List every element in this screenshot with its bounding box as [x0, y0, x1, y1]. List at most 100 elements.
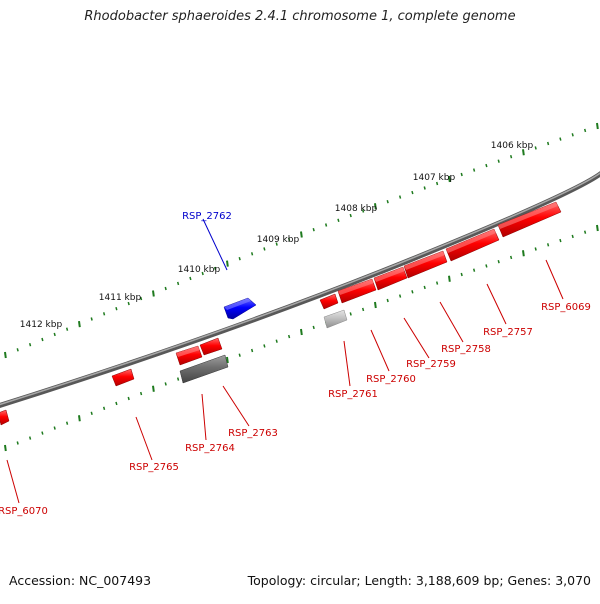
- lower-scale-minor-tick: [559, 238, 562, 243]
- chromosome-backbone: [0, 171, 600, 409]
- gene-RSP_2758[interactable]: [403, 250, 448, 279]
- scale-label-1412: 1412 kbp: [20, 320, 63, 330]
- upper-scale-minor-tick: [90, 317, 93, 321]
- gene-RSP_2761-lower[interactable]: [323, 309, 348, 329]
- upper-scale-major-tick: [226, 260, 229, 267]
- gene-RSP_2762[interactable]: [223, 297, 257, 320]
- chromosome-backbone-highlight: [0, 172, 600, 406]
- accession-text: Accession: NC_007493: [9, 573, 152, 588]
- lower-scale-major-tick: [78, 415, 81, 422]
- gene-RSP_2765[interactable]: [111, 368, 135, 387]
- scale-label-1411: 1411 kbp: [99, 293, 142, 303]
- lower-scale-minor-tick: [460, 272, 463, 277]
- upper-scale-minor-tick: [546, 141, 550, 146]
- upper-scale-minor-tick: [115, 307, 118, 311]
- lower-scale-minor-tick: [398, 294, 402, 298]
- scale-label-1406: 1406 kbp: [491, 141, 534, 151]
- gene-label-RSP_2763[interactable]: RSP_2763: [228, 428, 278, 439]
- upper-scale-minor-tick: [287, 237, 291, 241]
- upper-scale-minor-tick: [349, 213, 352, 218]
- gene-RSP_6069[interactable]: [497, 201, 562, 238]
- upper-scale-major-tick: [448, 175, 451, 183]
- lower-scale-minor-tick: [238, 353, 241, 357]
- upper-scale-minor-tick: [485, 163, 488, 168]
- upper-scale-minor-tick: [53, 332, 56, 337]
- gene-RSP_2764[interactable]: [175, 345, 203, 366]
- gene-label-RSP_2762[interactable]: RSP_2762: [182, 211, 232, 222]
- upper-scale-minor-tick: [571, 133, 574, 137]
- lower-scale-minor-tick: [583, 230, 587, 234]
- upper-scale-major-tick: [4, 351, 7, 359]
- gene-label-RSP_2759[interactable]: RSP_2759: [406, 359, 456, 370]
- upper-scale-major-tick: [522, 149, 525, 156]
- scale-label-1410: 1410 kbp: [178, 265, 221, 275]
- lower-scale-minor-tick: [534, 247, 537, 251]
- upper-scale-minor-tick: [534, 146, 537, 150]
- genome-summary: Topology: circular; Length: 3,188,609 bp…: [247, 573, 591, 588]
- lower-scale-minor-tick: [90, 411, 93, 415]
- upper-scale-minor-tick: [164, 286, 167, 291]
- gene-label-RSP_2764[interactable]: RSP_2764: [185, 443, 235, 454]
- upper-scale-minor-tick: [472, 168, 476, 172]
- lower-scale-major-tick: [4, 444, 7, 452]
- gene-label-RSP_2758[interactable]: RSP_2758: [441, 344, 491, 355]
- gene-RSP_2761-upper[interactable]: [319, 293, 339, 310]
- upper-scale-minor-tick: [398, 195, 402, 199]
- upper-scale-minor-tick: [263, 247, 266, 251]
- upper-scale-minor-tick: [139, 296, 143, 301]
- label-leaders: [6, 218, 564, 504]
- lower-scale-minor-tick: [411, 290, 414, 294]
- lower-scale-minor-tick: [435, 281, 439, 285]
- scale-label-1407: 1407 kbp: [413, 173, 456, 183]
- gene-RSP_6070[interactable]: [0, 409, 10, 426]
- lower-scale-major-tick: [300, 328, 303, 336]
- gene-RSP_2760[interactable]: [337, 278, 377, 304]
- upper-scale-minor-tick: [250, 252, 254, 256]
- scale-label-1408: 1408 kbp: [335, 204, 378, 214]
- upper-scale-minor-tick: [460, 172, 463, 177]
- upper-scale-minor-tick: [423, 186, 426, 190]
- gene-RSP_2763-upper[interactable]: [199, 337, 223, 356]
- lower-scale-minor-tick: [423, 285, 426, 290]
- upper-scale-minor-tick: [176, 281, 180, 286]
- scale-ticks-upper: [4, 122, 599, 359]
- gene-label-RSP_2757[interactable]: RSP_2757: [483, 327, 533, 338]
- lower-scale-minor-tick: [263, 344, 266, 348]
- lower-scale-minor-tick: [485, 264, 488, 268]
- lower-scale-minor-tick: [53, 426, 56, 430]
- upper-scale-major-tick: [78, 320, 81, 328]
- lower-scale-minor-tick: [250, 348, 254, 353]
- gene-label-RSP_2761[interactable]: RSP_2761: [328, 389, 378, 400]
- upper-scale-major-tick: [596, 122, 599, 130]
- upper-scale-minor-tick: [238, 257, 241, 261]
- upper-scale-minor-tick: [312, 228, 315, 232]
- lower-scale-minor-tick: [102, 406, 106, 410]
- lower-scale-minor-tick: [472, 268, 476, 272]
- lower-scale-minor-tick: [115, 401, 118, 406]
- lower-scale-major-tick: [596, 224, 599, 232]
- lower-scale-minor-tick: [546, 243, 550, 247]
- upper-scale-minor-tick: [361, 209, 365, 213]
- lower-scale-major-tick: [226, 356, 229, 364]
- upper-scale-minor-tick: [275, 242, 278, 246]
- gene-label-RSP_6070[interactable]: RSP_6070: [0, 506, 48, 517]
- gene-RSP_2763-lower[interactable]: [179, 354, 229, 384]
- gene-label-RSP_6069[interactable]: RSP_6069: [541, 302, 591, 313]
- upper-scale-major-tick: [152, 290, 155, 297]
- gene-label-RSP_2765[interactable]: RSP_2765: [129, 462, 179, 473]
- upper-scale-minor-tick: [435, 181, 439, 186]
- gene-RSP_2757[interactable]: [445, 228, 500, 262]
- lower-scale-minor-tick: [312, 325, 315, 330]
- lower-scale-minor-tick: [349, 312, 352, 316]
- upper-scale-minor-tick: [102, 312, 106, 316]
- lower-scale-minor-tick: [361, 307, 365, 312]
- upper-scale-minor-tick: [16, 348, 19, 352]
- lower-scale-minor-tick: [28, 436, 32, 440]
- lower-scale-major-tick: [152, 385, 155, 392]
- upper-scale-major-tick: [300, 231, 303, 238]
- gene-RSP_2759[interactable]: [373, 266, 408, 291]
- upper-scale-minor-tick: [497, 159, 500, 163]
- upper-scale-minor-tick: [65, 327, 69, 331]
- gene-label-RSP_2760[interactable]: RSP_2760: [366, 374, 416, 385]
